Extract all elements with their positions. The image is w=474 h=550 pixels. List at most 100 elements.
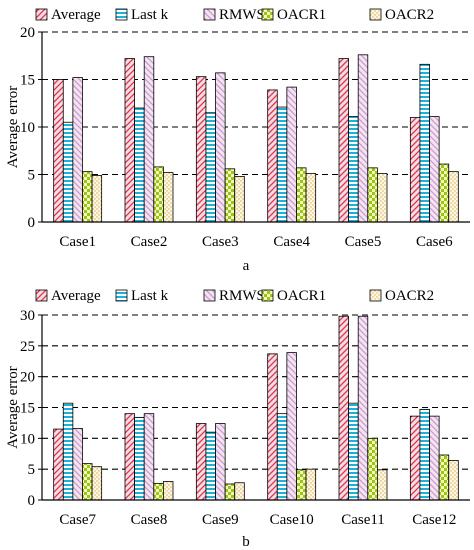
legend-label-oacr2: OACR2: [385, 288, 434, 304]
bar-last-k-case7: [62, 402, 74, 501]
legend-swatch-oacr1: [261, 289, 274, 302]
bar-oacr1-case12: [438, 454, 450, 501]
legend-label-last-k: Last k: [131, 288, 169, 304]
y-tick-label: 15: [20, 401, 35, 417]
bar-oacr1-case11: [367, 437, 378, 501]
legend-swatch-oacr2: [369, 289, 382, 302]
x-tick-label: Case6: [416, 234, 453, 250]
bar-oacr2-case4: [305, 173, 317, 223]
bar-oacr1-case6: [438, 163, 450, 223]
bar-oacr1-case9: [224, 483, 236, 501]
legend-label-average: Average: [51, 7, 101, 23]
y-axis-label: Average error: [5, 366, 21, 449]
bar-last-k-case11: [348, 402, 359, 501]
bar-average-case2: [124, 58, 136, 223]
bar-average-case11: [338, 315, 350, 501]
legend-label-oacr2: OACR2: [385, 7, 434, 23]
bar-last-k-case8: [134, 416, 145, 501]
bar-oacr2-case10: [305, 468, 317, 501]
x-tick-label: Case10: [270, 512, 314, 528]
bar-rmws-case12: [429, 415, 440, 501]
bar-last-k-case6: [419, 63, 430, 223]
bar-rmws-case9: [215, 423, 226, 501]
legend-swatch-rmws: [203, 8, 216, 21]
bar-last-k-case10: [276, 413, 288, 501]
bar-oacr2-case2: [162, 172, 174, 223]
bar-oacr1-case10: [296, 469, 307, 501]
x-tick-label: Case1: [59, 234, 96, 250]
legend-swatch-rmws: [203, 289, 216, 302]
bar-rmws-case8: [143, 413, 155, 501]
bar-oacr2-case1: [91, 175, 103, 223]
bar-rmws-case1: [72, 77, 83, 223]
panel-caption: a: [243, 258, 250, 274]
bar-rmws-case3: [215, 72, 226, 223]
panel-caption: b: [242, 534, 250, 550]
legend-label-oacr1: OACR1: [277, 288, 326, 304]
bar-last-k-case12: [419, 408, 430, 501]
bar-average-case10: [267, 353, 278, 501]
legend-swatch-average: [35, 289, 48, 302]
legend-swatch-oacr2: [369, 8, 382, 21]
bar-last-k-case3: [205, 112, 216, 223]
y-tick-label: 20: [20, 370, 35, 386]
bar-rmws-case5: [357, 54, 369, 223]
legend-label-average: Average: [51, 288, 101, 304]
y-tick-label: 10: [20, 120, 35, 136]
x-tick-label: Case11: [341, 512, 385, 528]
bar-oacr2-case11: [376, 469, 388, 501]
x-tick-label: Case4: [273, 234, 310, 250]
bar-oacr1-case1: [82, 171, 93, 223]
x-tick-label: Case12: [412, 512, 456, 528]
bar-oacr2-case9: [234, 482, 245, 501]
bar-rmws-case10: [286, 352, 297, 501]
bar-rmws-case2: [143, 56, 155, 223]
legend-label-last-k: Last k: [131, 7, 169, 23]
legend-label-rmws: RMWS: [219, 288, 265, 304]
bar-average-case9: [195, 423, 207, 501]
x-tick-label: Case9: [202, 512, 239, 528]
y-tick-label: 25: [20, 339, 35, 355]
bar-oacr1-case4: [296, 167, 307, 223]
y-axis-label: Average error: [5, 86, 21, 169]
y-tick-label: 10: [20, 431, 35, 447]
bar-oacr2-case7: [91, 466, 103, 501]
bar-last-k-case9: [205, 431, 216, 501]
y-tick-label: 30: [20, 308, 35, 324]
bar-last-k-case1: [62, 121, 74, 223]
bar-last-k-case5: [348, 116, 359, 223]
bar-oacr1-case7: [82, 463, 93, 501]
bar-average-case7: [53, 428, 64, 501]
y-tick-label: 15: [20, 73, 35, 89]
x-tick-label: Case3: [202, 234, 239, 250]
bar-average-case5: [338, 58, 350, 223]
bar-oacr1-case5: [367, 167, 378, 223]
y-tick-label: 5: [28, 168, 36, 184]
legend-swatch-last-k: [115, 289, 128, 302]
legend-label-oacr1: OACR1: [277, 7, 326, 23]
legend-swatch-oacr1: [261, 8, 274, 21]
bar-last-k-case2: [134, 107, 145, 223]
bar-average-case4: [267, 89, 278, 223]
bar-oacr2-case8: [162, 481, 174, 501]
bar-oacr2-case3: [234, 175, 245, 223]
legend-label-rmws: RMWS: [219, 7, 265, 23]
bar-oacr2-case5: [376, 173, 388, 223]
bar-rmws-case11: [357, 315, 369, 501]
bar-average-case12: [409, 415, 421, 501]
y-tick-label: 5: [28, 462, 36, 478]
bar-oacr1-case2: [153, 166, 164, 223]
bar-average-case6: [409, 117, 421, 223]
y-tick-label: 0: [28, 215, 36, 231]
chart-panel-a: Average Last k RMWS OACR1 OACR2 0 5 10 15 20 Avera…: [5, 7, 470, 274]
bar-oacr2-case6: [448, 171, 459, 223]
chart-panel-b: Average Last k RMWS OACR1 OACR2 0 5 10 15 20 25 30 A…: [5, 288, 470, 550]
x-tick-label: Case7: [59, 512, 96, 528]
legend-swatch-last-k: [115, 8, 128, 21]
x-tick-label: Case5: [345, 234, 382, 250]
bar-oacr1-case3: [224, 168, 236, 223]
bar-rmws-case6: [429, 116, 440, 223]
bar-rmws-case4: [286, 86, 297, 223]
y-tick-label: 20: [20, 25, 35, 41]
